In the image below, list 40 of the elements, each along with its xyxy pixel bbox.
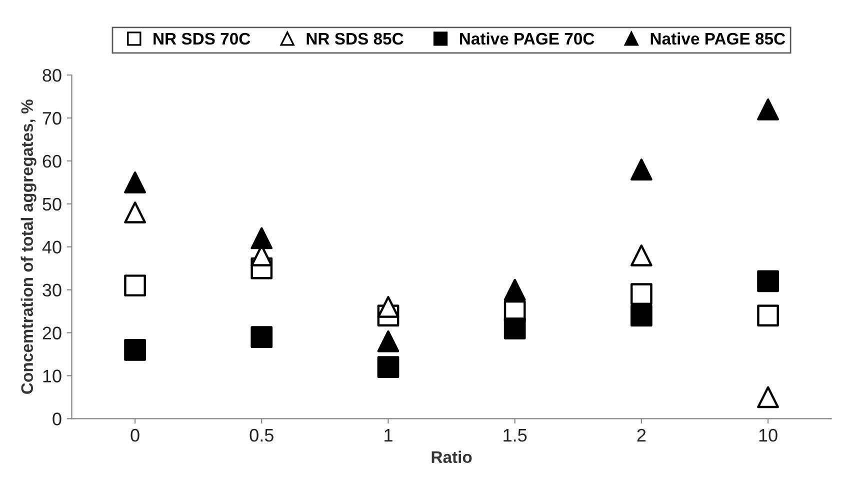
point: [124, 202, 146, 224]
x-tick-label: 10: [759, 428, 778, 442]
legend-label: Native PAGE 70C: [460, 32, 594, 45]
point: [630, 158, 652, 180]
legend-label: NR SDS 70C: [154, 32, 250, 45]
point: [504, 318, 526, 340]
legend-label: Native PAGE 85C: [650, 32, 786, 45]
x-axis-title: Ratio: [432, 450, 472, 464]
y-tick-label: 60: [42, 154, 62, 168]
point: [630, 304, 652, 326]
point: [757, 304, 779, 326]
point: [124, 274, 146, 296]
point: [377, 296, 400, 318]
point: [757, 270, 779, 292]
x-tick-label: 1: [384, 429, 392, 442]
legend-label: NR SDS 85C: [306, 32, 404, 45]
y-tick-label: 20: [42, 326, 62, 340]
point: [377, 330, 400, 352]
y-axis-title: Concemtration of total aggregates, %: [20, 100, 36, 394]
point: [124, 339, 146, 361]
y-tick-label: 50: [42, 198, 62, 211]
point: [124, 171, 146, 194]
point: [630, 244, 652, 266]
y-tick-label: 70: [42, 112, 62, 125]
y-tick-label: 0: [52, 412, 62, 426]
x-tick-label: 0.5: [250, 428, 274, 442]
point: [377, 356, 400, 378]
point: [504, 278, 526, 301]
y-tick-label: 80: [42, 68, 62, 82]
x-tick-label: 1.5: [504, 429, 527, 442]
y-tick-label: 40: [42, 240, 62, 254]
x-tick-label: 0: [130, 428, 140, 442]
y-tick-label: 10: [43, 370, 62, 382]
y-tick-label: 30: [42, 284, 62, 297]
point: [250, 227, 273, 250]
point: [630, 283, 652, 306]
point: [250, 326, 273, 348]
x-tick-label: 2: [637, 428, 646, 442]
point: [757, 98, 779, 120]
point: [757, 386, 779, 408]
